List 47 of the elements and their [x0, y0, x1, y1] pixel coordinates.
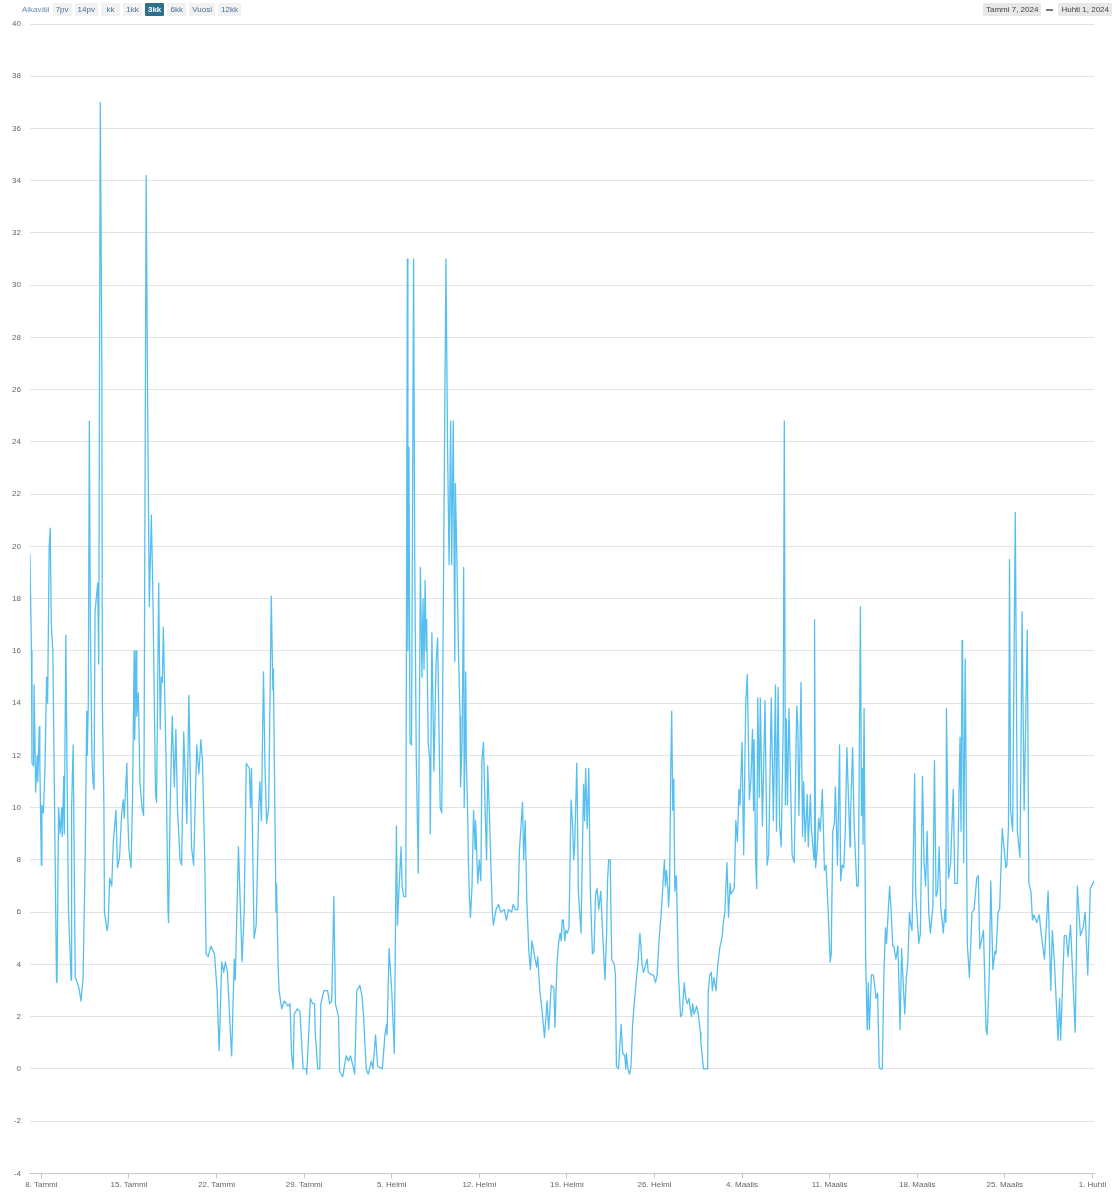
- range-button[interactable]: 12kk: [218, 3, 241, 16]
- y-tick-label: 16: [11, 646, 22, 656]
- y-tick-label: 18: [11, 593, 22, 603]
- x-tick-label: 12. Helmi: [462, 1180, 497, 1190]
- date-field[interactable]: Huhti 1, 2024: [1058, 3, 1112, 16]
- range-button[interactable]: 7pv: [52, 3, 72, 16]
- text: Aikaväli: [22, 4, 50, 16]
- x-tick-label: 19. Helmi: [550, 1180, 585, 1190]
- y-tick-label: 38: [11, 71, 22, 81]
- x-tick-label: 25. Maalis: [986, 1180, 1024, 1190]
- y-tick-label: 28: [11, 332, 22, 342]
- y-tick-label: 34: [11, 175, 22, 185]
- x-tick-label: 8. Tammi: [25, 1180, 58, 1190]
- y-tick-label: 24: [11, 437, 22, 447]
- y-tick-label: 10: [11, 802, 22, 812]
- x-tick-label: 15. Tammi: [110, 1180, 148, 1190]
- x-tick-label: 5. Helmi: [377, 1180, 407, 1190]
- x-tick-label: 18. Maalis: [899, 1180, 936, 1190]
- y-tick-label: 4: [16, 959, 22, 969]
- range-button[interactable]: kk: [100, 3, 120, 16]
- x-tick-label: 1. Huhti: [1078, 1180, 1107, 1190]
- y-tick-label: 14: [11, 698, 22, 708]
- y-tick-label: 32: [11, 228, 22, 238]
- x-tick-label: 11. Maalis: [811, 1180, 848, 1190]
- y-tick-label: -2: [13, 1116, 22, 1126]
- range-button[interactable]: 6kk: [167, 3, 187, 16]
- x-tick-label: 29. Tammi: [285, 1180, 323, 1190]
- y-tick-label: 20: [11, 541, 22, 551]
- y-tick-label: 0: [16, 1064, 22, 1074]
- y-tick-label: 6: [16, 907, 22, 917]
- range-button[interactable]: 14pv: [74, 3, 98, 16]
- y-tick-label: 8: [16, 855, 22, 865]
- y-tick-label: 30: [11, 280, 22, 290]
- y-tick-label: 36: [11, 123, 22, 133]
- x-tick-label: 26. Helmi: [637, 1180, 672, 1190]
- range-button[interactable]: Vuosi: [189, 3, 215, 16]
- date-field[interactable]: Tammi 7, 2024: [982, 3, 1042, 16]
- y-tick-label: 40: [11, 19, 22, 29]
- y-tick-label: -4: [13, 1168, 22, 1178]
- y-tick-label: 2: [16, 1011, 22, 1021]
- range-button[interactable]: 1kk: [122, 3, 142, 16]
- y-tick-label: 12: [11, 750, 22, 760]
- y-tick-label: 26: [11, 384, 22, 394]
- y-tick-label: 22: [11, 489, 22, 499]
- x-tick-label: 4. Maalis: [726, 1180, 759, 1190]
- x-tick-label: 22. Tammi: [198, 1180, 236, 1190]
- range-button[interactable]: 3kk: [144, 3, 165, 16]
